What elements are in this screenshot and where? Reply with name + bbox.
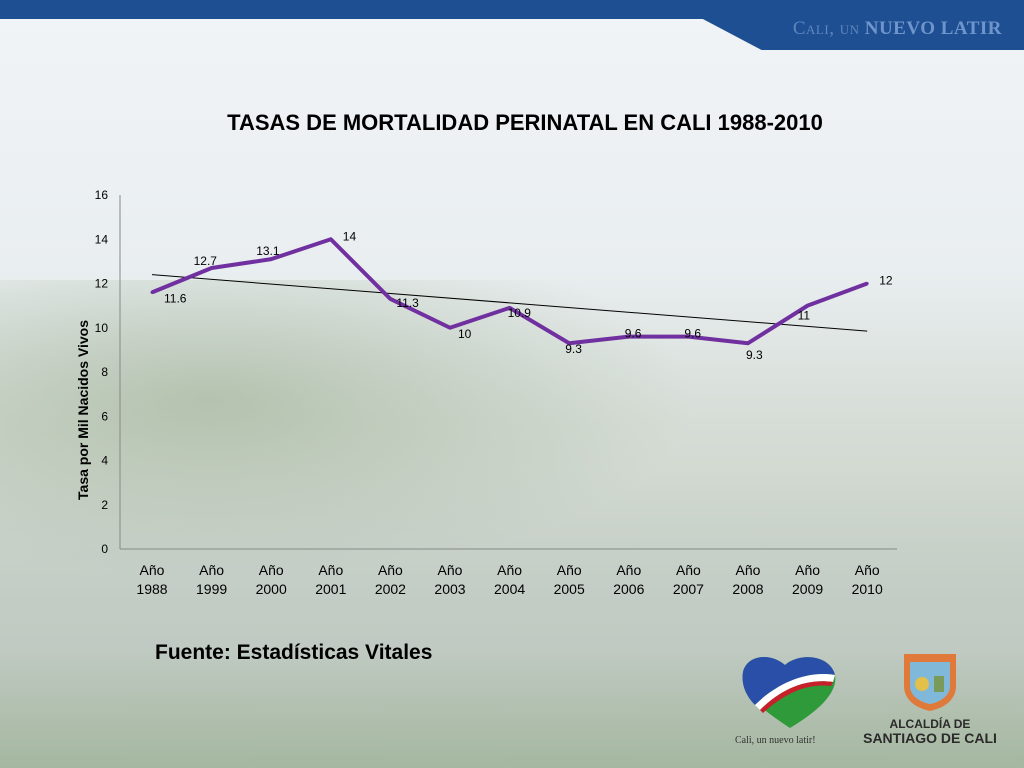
y-tick-label: 14 <box>95 232 109 246</box>
y-tick-label: 8 <box>101 365 108 379</box>
data-label: 12 <box>879 274 893 288</box>
background-city <box>0 468 1024 768</box>
x-tick-label-year: 2002 <box>375 581 406 597</box>
alcaldia-line2: SANTIAGO DE CALI <box>863 730 997 746</box>
data-point <box>746 341 750 345</box>
x-tick-label-word: Año <box>378 562 403 578</box>
x-tick-label-word: Año <box>438 562 463 578</box>
x-tick-label-year: 2001 <box>315 581 346 597</box>
data-label: 9.3 <box>565 342 582 356</box>
cali-heart-logo: Cali, un nuevo latir! <box>735 650 855 746</box>
y-axis-label: Tasa por Mil Nacidos Vivos <box>75 320 91 500</box>
y-tick-label: 0 <box>101 542 108 556</box>
x-tick-label-word: Año <box>795 562 820 578</box>
heart-caption: Cali, un nuevo latir! <box>735 735 816 746</box>
x-tick-label-year: 2003 <box>434 581 465 597</box>
data-label: 11 <box>798 309 811 323</box>
data-point <box>806 304 810 308</box>
x-tick-label-year: 2009 <box>792 581 823 597</box>
x-tick-label-year: 2007 <box>673 581 704 597</box>
top-banner <box>0 0 1024 19</box>
data-point <box>686 335 690 339</box>
x-tick-label-word: Año <box>557 562 582 578</box>
data-point <box>388 297 392 301</box>
y-tick-label: 16 <box>95 188 109 202</box>
x-tick-label-word: Año <box>318 562 343 578</box>
source-note: Fuente: Estadísticas Vitales <box>155 641 433 664</box>
alcaldia-line1: ALCALDÍA DE <box>889 717 971 731</box>
data-point <box>448 326 452 330</box>
x-tick-label-year: 2004 <box>494 581 525 597</box>
y-tick-label: 4 <box>101 454 108 468</box>
y-tick-label: 12 <box>95 277 109 291</box>
x-tick-label-word: Año <box>616 562 641 578</box>
x-tick-label-year: 2010 <box>852 581 883 597</box>
x-tick-label-word: Año <box>140 562 165 578</box>
x-tick-label-year: 2000 <box>256 581 287 597</box>
data-point <box>269 257 273 261</box>
data-label: 14 <box>343 229 357 243</box>
heart-icon <box>742 656 836 728</box>
data-point <box>567 341 571 345</box>
y-tick-label: 10 <box>95 321 109 335</box>
top-banner-tab <box>700 17 1024 50</box>
data-point <box>329 237 333 241</box>
data-point <box>508 306 512 310</box>
x-tick-label-word: Año <box>676 562 701 578</box>
data-label: 13.1 <box>256 244 280 258</box>
y-tick-label: 2 <box>101 498 108 512</box>
x-tick-label-word: Año <box>259 562 284 578</box>
data-label: 9.6 <box>684 327 701 341</box>
data-point <box>865 282 869 285</box>
data-point <box>627 335 631 339</box>
x-tick-label-year: 2005 <box>554 581 585 597</box>
data-label: 10 <box>458 327 472 341</box>
y-tick-label: 6 <box>101 409 108 423</box>
x-tick-label-word: Año <box>736 562 761 578</box>
data-label: 9.3 <box>746 348 763 362</box>
x-tick-label-year: 1999 <box>196 581 227 597</box>
x-tick-label-word: Año <box>855 562 880 578</box>
x-tick-label-year: 2008 <box>732 581 763 597</box>
alcaldia-logo: ALCALDÍA DE SANTIAGO DE CALI <box>860 650 1000 745</box>
data-point <box>210 266 214 270</box>
x-tick-label-word: Año <box>497 562 522 578</box>
x-tick-label-year: 2006 <box>613 581 644 597</box>
data-label: 9.6 <box>625 327 642 341</box>
x-tick-label-year: 1988 <box>136 581 167 597</box>
data-label: 12.7 <box>194 254 218 268</box>
data-label: 11.3 <box>396 296 419 310</box>
x-tick-label-word: Año <box>199 562 224 578</box>
trendline <box>151 274 868 332</box>
banner-slogan: Cali, un nuevo latir <box>792 18 1002 39</box>
data-point <box>150 290 154 294</box>
data-label: 11.6 <box>164 291 187 305</box>
chart-title: TASAS DE MORTALIDAD PERINATAL EN CALI 19… <box>227 110 823 135</box>
data-label: 10.9 <box>508 306 532 320</box>
coat-of-arms-icon <box>904 654 956 711</box>
